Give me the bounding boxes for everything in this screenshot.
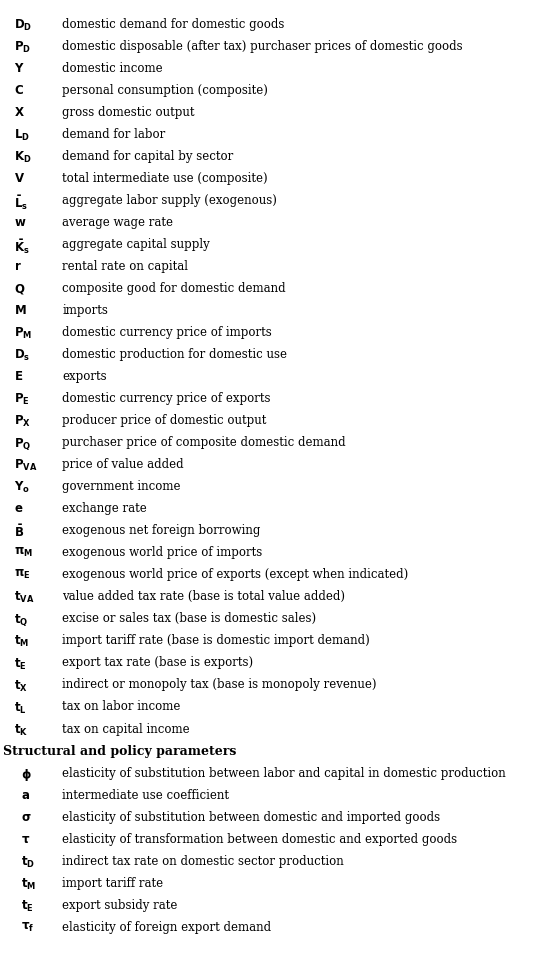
Text: $\mathbf{t_M}$: $\mathbf{t_M}$: [14, 634, 29, 648]
Text: $\mathbf{D_s}$: $\mathbf{D_s}$: [14, 347, 30, 363]
Text: exogenous net foreign borrowing: exogenous net foreign borrowing: [62, 524, 261, 537]
Text: $\mathbf{t_Q}$: $\mathbf{t_Q}$: [14, 612, 28, 628]
Text: export subsidy rate: export subsidy rate: [62, 898, 178, 911]
Text: $\mathbf{\pi_M}$: $\mathbf{\pi_M}$: [14, 546, 33, 558]
Text: total intermediate use (composite): total intermediate use (composite): [62, 172, 268, 185]
Text: exchange rate: exchange rate: [62, 502, 147, 514]
Text: indirect or monopoly tax (base is monopoly revenue): indirect or monopoly tax (base is monopo…: [62, 678, 377, 690]
Text: $\mathbf{\bar{L}_s}$: $\mathbf{\bar{L}_s}$: [14, 194, 28, 212]
Text: domestic currency price of imports: domestic currency price of imports: [62, 326, 272, 338]
Text: indirect tax rate on domestic sector production: indirect tax rate on domestic sector pro…: [62, 854, 344, 867]
Text: $\mathbf{E}$: $\mathbf{E}$: [14, 370, 23, 382]
Text: $\mathbf{t_E}$: $\mathbf{t_E}$: [14, 656, 26, 671]
Text: value added tax rate (base is total value added): value added tax rate (base is total valu…: [62, 590, 345, 602]
Text: $\mathbf{w}$: $\mathbf{w}$: [14, 216, 26, 229]
Text: exports: exports: [62, 370, 107, 382]
Text: tax on labor income: tax on labor income: [62, 700, 181, 713]
Text: $\mathbf{V}$: $\mathbf{V}$: [14, 172, 24, 185]
Text: intermediate use coefficient: intermediate use coefficient: [62, 788, 230, 801]
Text: $\mathbf{\bar{B}}$: $\mathbf{\bar{B}}$: [14, 524, 24, 540]
Text: government income: government income: [62, 479, 181, 493]
Text: $\mathbf{e}$: $\mathbf{e}$: [14, 502, 23, 514]
Text: $\mathbf{P_M}$: $\mathbf{P_M}$: [14, 326, 32, 340]
Text: $\mathbf{r}$: $\mathbf{r}$: [14, 260, 21, 273]
Text: imports: imports: [62, 303, 108, 317]
Text: $\mathbf{\tau}$: $\mathbf{\tau}$: [21, 831, 30, 845]
Text: personal consumption (composite): personal consumption (composite): [62, 84, 268, 97]
Text: $\mathbf{t_L}$: $\mathbf{t_L}$: [14, 700, 26, 715]
Text: $\mathbf{a}$: $\mathbf{a}$: [21, 788, 30, 801]
Text: $\mathbf{C}$: $\mathbf{C}$: [14, 84, 23, 97]
Text: domestic demand for domestic goods: domestic demand for domestic goods: [62, 18, 285, 30]
Text: elasticity of transformation between domestic and exported goods: elasticity of transformation between dom…: [62, 831, 458, 845]
Text: import tariff rate (base is domestic import demand): import tariff rate (base is domestic imp…: [62, 634, 370, 646]
Text: $\mathbf{K_D}$: $\mathbf{K_D}$: [14, 150, 31, 164]
Text: $\mathbf{P_E}$: $\mathbf{P_E}$: [14, 392, 29, 407]
Text: $\mathbf{P_X}$: $\mathbf{P_X}$: [14, 414, 30, 428]
Text: producer price of domestic output: producer price of domestic output: [62, 414, 267, 426]
Text: $\mathbf{Q}$: $\mathbf{Q}$: [14, 282, 25, 295]
Text: gross domestic output: gross domestic output: [62, 106, 195, 118]
Text: $\mathbf{Y_o}$: $\mathbf{Y_o}$: [14, 479, 30, 495]
Text: $\mathbf{t_K}$: $\mathbf{t_K}$: [14, 722, 28, 736]
Text: demand for labor: demand for labor: [62, 128, 166, 141]
Text: tax on capital income: tax on capital income: [62, 722, 190, 734]
Text: rental rate on capital: rental rate on capital: [62, 260, 188, 273]
Text: price of value added: price of value added: [62, 458, 184, 470]
Text: composite good for domestic demand: composite good for domestic demand: [62, 282, 286, 294]
Text: average wage rate: average wage rate: [62, 216, 173, 229]
Text: import tariff rate: import tariff rate: [62, 876, 163, 889]
Text: exogenous world price of imports: exogenous world price of imports: [62, 546, 263, 558]
Text: $\mathbf{M}$: $\mathbf{M}$: [14, 303, 26, 317]
Text: $\mathbf{\tau_f}$: $\mathbf{\tau_f}$: [21, 919, 34, 933]
Text: excise or sales tax (base is domestic sales): excise or sales tax (base is domestic sa…: [62, 612, 317, 625]
Text: aggregate capital supply: aggregate capital supply: [62, 238, 210, 250]
Text: $\mathbf{L_D}$: $\mathbf{L_D}$: [14, 128, 29, 143]
Text: demand for capital by sector: demand for capital by sector: [62, 150, 233, 162]
Text: export tax rate (base is exports): export tax rate (base is exports): [62, 656, 254, 669]
Text: $\mathbf{\sigma}$: $\mathbf{\sigma}$: [21, 810, 31, 822]
Text: $\mathbf{X}$: $\mathbf{X}$: [14, 106, 24, 118]
Text: purchaser price of composite domestic demand: purchaser price of composite domestic de…: [62, 436, 346, 449]
Text: domestic currency price of exports: domestic currency price of exports: [62, 392, 271, 405]
Text: $\mathbf{\pi_E}$: $\mathbf{\pi_E}$: [14, 567, 30, 581]
Text: elasticity of substitution between domestic and imported goods: elasticity of substitution between domes…: [62, 810, 440, 822]
Text: domestic production for domestic use: domestic production for domestic use: [62, 347, 287, 361]
Text: $\mathbf{Y}$: $\mathbf{Y}$: [14, 62, 24, 74]
Text: exogenous world price of exports (except when indicated): exogenous world price of exports (except…: [62, 567, 409, 581]
Text: $\mathbf{t_D}$: $\mathbf{t_D}$: [21, 854, 35, 868]
Text: $\mathbf{t_X}$: $\mathbf{t_X}$: [14, 678, 28, 692]
Text: elasticity of substitution between labor and capital in domestic production: elasticity of substitution between labor…: [62, 766, 506, 778]
Text: elasticity of foreign export demand: elasticity of foreign export demand: [62, 919, 272, 933]
Text: Structural and policy parameters: Structural and policy parameters: [3, 743, 236, 757]
Text: aggregate labor supply (exogenous): aggregate labor supply (exogenous): [62, 194, 277, 206]
Text: $\mathbf{t_M}$: $\mathbf{t_M}$: [21, 876, 36, 891]
Text: $\mathbf{P_D}$: $\mathbf{P_D}$: [14, 40, 31, 55]
Text: $\mathbf{\phi}$: $\mathbf{\phi}$: [21, 766, 31, 781]
Text: $\mathbf{t_E}$: $\mathbf{t_E}$: [21, 898, 33, 912]
Text: $\mathbf{D_D}$: $\mathbf{D_D}$: [14, 18, 32, 32]
Text: $\mathbf{t_{VA}}$: $\mathbf{t_{VA}}$: [14, 590, 34, 604]
Text: $\mathbf{P_Q}$: $\mathbf{P_Q}$: [14, 436, 31, 452]
Text: $\mathbf{P_{VA}}$: $\mathbf{P_{VA}}$: [14, 458, 37, 472]
Text: domestic income: domestic income: [62, 62, 163, 74]
Text: domestic disposable (after tax) purchaser prices of domestic goods: domestic disposable (after tax) purchase…: [62, 40, 463, 53]
Text: $\mathbf{\bar{K}_s}$: $\mathbf{\bar{K}_s}$: [14, 238, 29, 256]
